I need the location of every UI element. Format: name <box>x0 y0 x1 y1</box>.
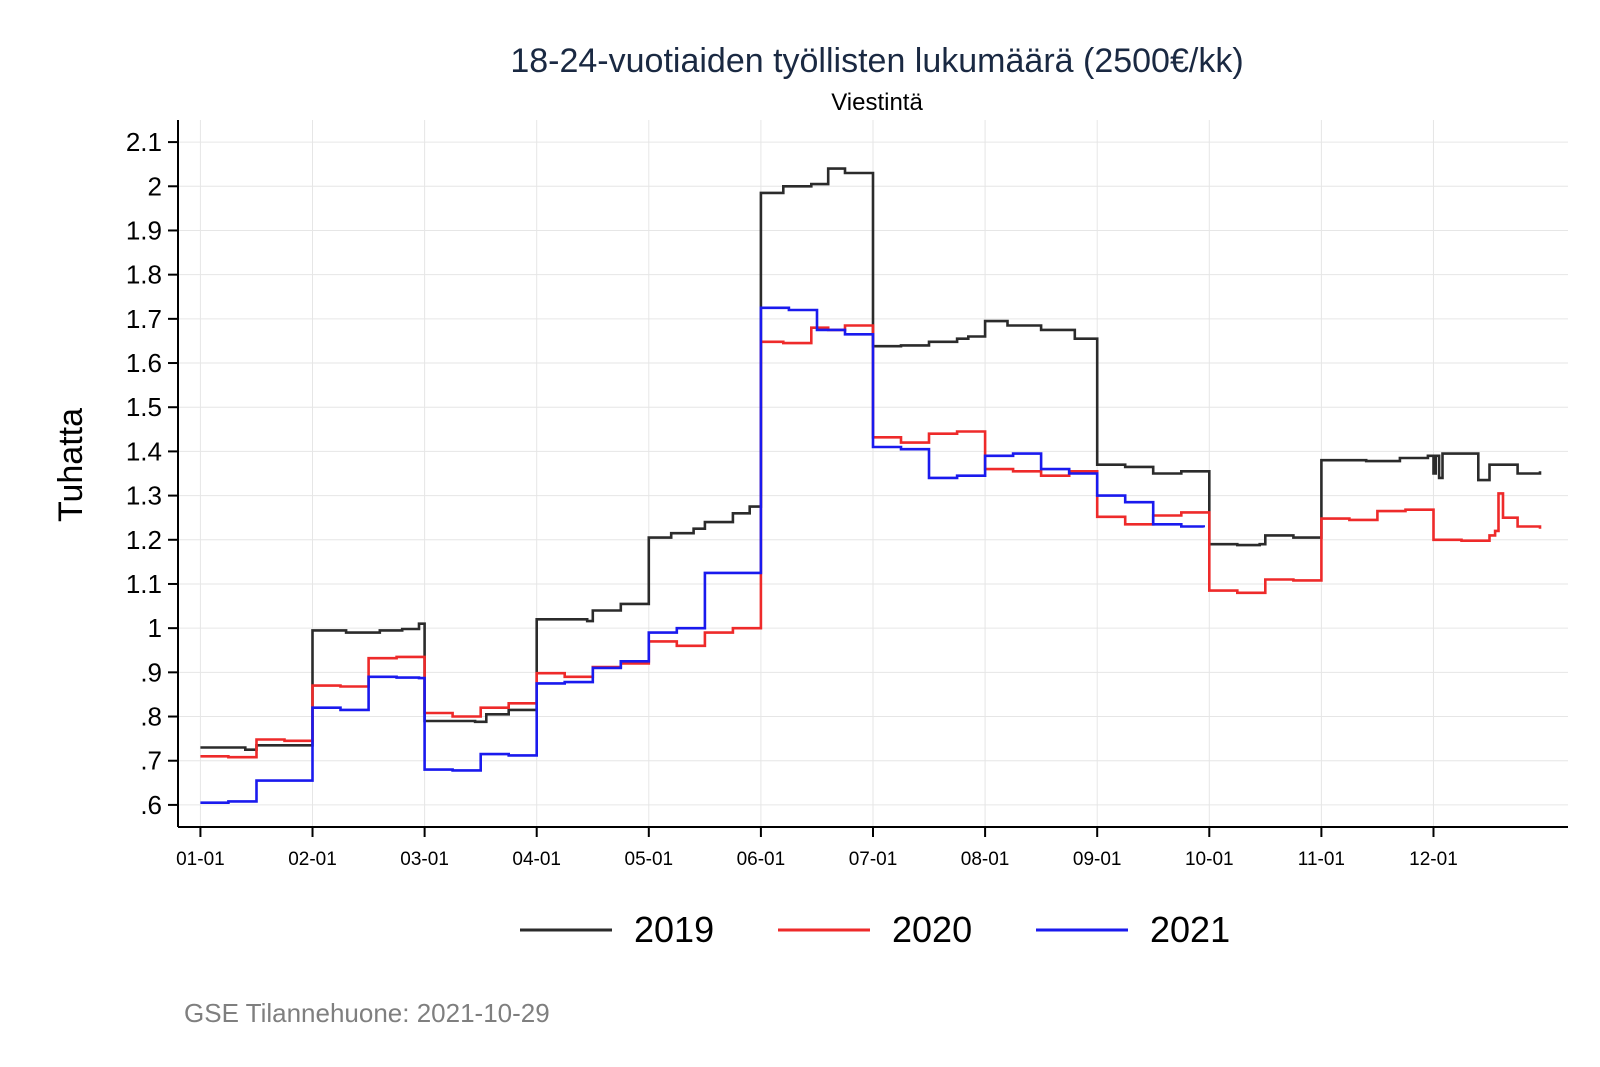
chart-subtitle: Viestintä <box>831 89 923 116</box>
legend-label-2021: 2021 <box>1150 909 1230 950</box>
y-tick-label: 1 <box>148 613 162 643</box>
legend: 2019 2020 2021 <box>520 909 1230 950</box>
x-ticks: 01-01 02-01 03-01 04-01 05-01 06-01 07-01 08-01… <box>176 827 1458 870</box>
legend-label-2019: 2019 <box>634 909 714 950</box>
series-line-2019 <box>200 167 1542 751</box>
series-line-2020 <box>200 324 1542 759</box>
x-tick-label: 07-01 <box>849 849 898 870</box>
y-ticks: .6 .7 .8 .9 1 1.1 1.2 1.3 1.4 1.5 1.6 1.7 1.8 1.9 2 2.1 <box>126 127 178 820</box>
y-tick-label: 2 <box>148 171 162 201</box>
chart-title: 18-24-vuotiaiden työllisten lukumäärä (2… <box>510 42 1243 80</box>
y-tick-label: .9 <box>140 657 162 687</box>
x-tick-label: 10-01 <box>1185 849 1234 870</box>
y-tick-label: 1.5 <box>126 392 162 422</box>
series-lines <box>200 167 1542 804</box>
x-tick-label: 11-01 <box>1298 849 1345 870</box>
x-tick-label: 06-01 <box>737 849 786 870</box>
legend-label-2020: 2020 <box>892 909 972 950</box>
x-tick-label: 12-01 <box>1409 849 1458 870</box>
y-axis-label: Tuhatta <box>52 408 90 522</box>
y-tick-label: 1.9 <box>126 215 162 245</box>
y-tick-label: .8 <box>140 702 162 732</box>
y-tick-label: 1.1 <box>126 569 162 599</box>
x-tick-label: 01-01 <box>176 849 225 870</box>
series-line-2021 <box>200 306 1205 804</box>
y-tick-label: 1.2 <box>126 525 162 555</box>
source-note: GSE Tilannehuone: 2021-10-29 <box>184 998 550 1028</box>
y-tick-label: 1.3 <box>126 481 162 511</box>
x-tick-label: 04-01 <box>512 849 561 870</box>
y-tick-label: 2.1 <box>126 127 162 157</box>
x-tick-label: 05-01 <box>625 849 674 870</box>
y-tick-label: 1.8 <box>126 260 162 290</box>
x-tick-label: 02-01 <box>288 849 337 870</box>
y-tick-label: 1.7 <box>126 304 162 334</box>
x-tick-label: 09-01 <box>1073 849 1122 870</box>
y-tick-label: 1.4 <box>126 436 162 466</box>
x-tick-label: 08-01 <box>961 849 1010 870</box>
y-tick-label: .6 <box>140 790 162 820</box>
y-tick-label: .7 <box>140 746 162 776</box>
x-tick-label: 03-01 <box>400 849 449 870</box>
y-tick-label: 1.6 <box>126 348 162 378</box>
